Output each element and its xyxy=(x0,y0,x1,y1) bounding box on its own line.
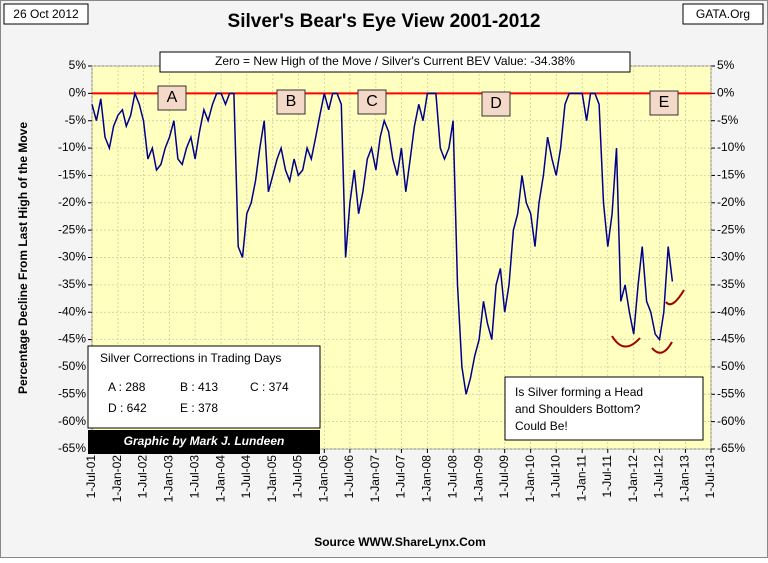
y2-tick-label: -25% xyxy=(717,222,745,236)
corrections-item: E : 378 xyxy=(180,401,218,415)
y-tick-label: -10% xyxy=(58,140,86,154)
y-tick-label: 0% xyxy=(69,86,87,100)
corrections-title: Silver Corrections in Trading Days xyxy=(100,351,281,365)
annotation: E xyxy=(659,94,670,111)
y2-tick-label: -10% xyxy=(717,140,745,154)
date-box xyxy=(3,3,89,25)
x-tick-label: 1-Jan-10 xyxy=(523,455,537,503)
y2-tick-label: 0% xyxy=(717,86,735,100)
y2-tick-label: -15% xyxy=(717,168,745,182)
chart-title: Silver's Bear's Eye View 2001-2012 xyxy=(228,11,541,32)
head-arc xyxy=(651,341,673,354)
x-tick-label: 1-Jul-08 xyxy=(445,455,459,499)
x-tick-label: 1-Jul-13 xyxy=(703,455,717,499)
y2-tick-label: -45% xyxy=(717,332,745,346)
credit-box xyxy=(88,430,320,454)
shoulder-arc xyxy=(611,335,641,348)
x-tick-label: 1-Jan-13 xyxy=(678,455,692,503)
x-tick-label: 1-Jan-07 xyxy=(368,455,382,503)
y2-tick-label: -65% xyxy=(717,441,745,455)
y2-tick-label: -30% xyxy=(717,250,745,264)
x-tick-label: 1-Jul-02 xyxy=(136,455,150,499)
y-tick-label: -45% xyxy=(58,332,86,346)
y-tick-label: -60% xyxy=(58,414,86,428)
y-tick-label: -35% xyxy=(58,277,86,291)
date: 26 Oct 2012 xyxy=(13,7,79,21)
y-tick-label: -15% xyxy=(58,168,86,182)
corrections-item: A : 288 xyxy=(108,380,146,394)
x-tick-label: 1-Jul-05 xyxy=(291,455,305,499)
annotation: C xyxy=(366,93,378,110)
x-tick-label: 1-Jul-11 xyxy=(600,455,614,498)
annotation-box xyxy=(357,89,387,115)
annotation-box xyxy=(276,89,306,115)
y-tick-label: -30% xyxy=(58,250,86,264)
x-tick-label: 1-Jul-06 xyxy=(342,455,356,499)
y2-tick-label: -55% xyxy=(717,386,745,400)
y-tick-label: -5% xyxy=(65,113,87,127)
corrections-box xyxy=(87,345,321,429)
x-tick-label: 1-Jan-11 xyxy=(574,455,588,502)
x-tick-label: 1-Jan-02 xyxy=(110,455,124,503)
annotation: A xyxy=(167,89,178,106)
annotation: D xyxy=(490,95,502,112)
y2-tick-label: -40% xyxy=(717,304,745,318)
y-tick-label: -25% xyxy=(58,222,86,236)
x-tick-label: 1-Jul-07 xyxy=(394,455,408,499)
y-tick-label: -65% xyxy=(58,441,86,455)
subtitle-box xyxy=(159,51,631,73)
y2-tick-label: 5% xyxy=(717,58,735,72)
x-tick-label: 1-Jan-08 xyxy=(420,455,434,503)
y2-tick-label: -60% xyxy=(717,414,745,428)
x-tick-label: 1-Jan-03 xyxy=(162,455,176,503)
annotation: B xyxy=(286,93,297,110)
x-tick-label: 1-Jan-04 xyxy=(213,455,227,503)
subtitle: Zero = New High of the Move / Silver's C… xyxy=(215,54,575,68)
y-tick-label: -40% xyxy=(58,304,86,318)
x-tick-label: 1-Jan-12 xyxy=(626,455,640,503)
y-tick-label: -55% xyxy=(58,386,86,400)
annotation-box xyxy=(649,90,679,116)
site-box xyxy=(682,3,764,25)
x-tick-label: 1-Jan-06 xyxy=(316,455,330,503)
annotation-box xyxy=(157,85,187,111)
y2-tick-label: -35% xyxy=(717,277,745,291)
x-tick-label: 1-Jul-03 xyxy=(187,455,201,499)
y-tick-label: -20% xyxy=(58,195,86,209)
y2-tick-label: -20% xyxy=(717,195,745,209)
corrections-item: D : 642 xyxy=(108,401,147,415)
question-line: and Shoulders Bottom? xyxy=(515,402,641,416)
x-tick-label: 1-Jul-09 xyxy=(497,455,511,499)
y-axis-label: Percentage Decline From Last High of the… xyxy=(16,122,30,394)
site: GATA.Org xyxy=(696,7,750,21)
x-tick-label: 1-Jul-10 xyxy=(548,455,562,499)
source: Source WWW.ShareLynx.Com xyxy=(314,535,486,549)
data-line xyxy=(91,90,674,395)
shoulder-arc xyxy=(665,289,685,306)
question-box xyxy=(504,376,704,441)
question-line: Is Silver forming a Head xyxy=(515,385,643,399)
x-tick-label: 1-Jul-01 xyxy=(84,455,98,499)
x-tick-label: 1-Jan-05 xyxy=(265,455,279,503)
x-tick-label: 1-Jul-12 xyxy=(652,455,666,499)
x-tick-label: 1-Jan-09 xyxy=(471,455,485,503)
annotation-box xyxy=(481,91,511,117)
y2-tick-label: -50% xyxy=(717,359,745,373)
x-tick-label: 1-Jul-04 xyxy=(239,455,253,499)
y2-tick-label: -5% xyxy=(717,113,739,127)
credit: Graphic by Mark J. Lundeen xyxy=(124,434,285,448)
question-line: Could Be! xyxy=(515,419,568,433)
y-tick-label: 5% xyxy=(69,58,87,72)
plot-layer: 5% 0% -5% -10% -15% -20% -25% -30% -35% -40% -45% -… xyxy=(58,58,745,502)
corrections-item: B : 413 xyxy=(180,380,218,394)
y-tick-label: -50% xyxy=(58,359,86,373)
corrections-item: C : 374 xyxy=(250,380,289,394)
